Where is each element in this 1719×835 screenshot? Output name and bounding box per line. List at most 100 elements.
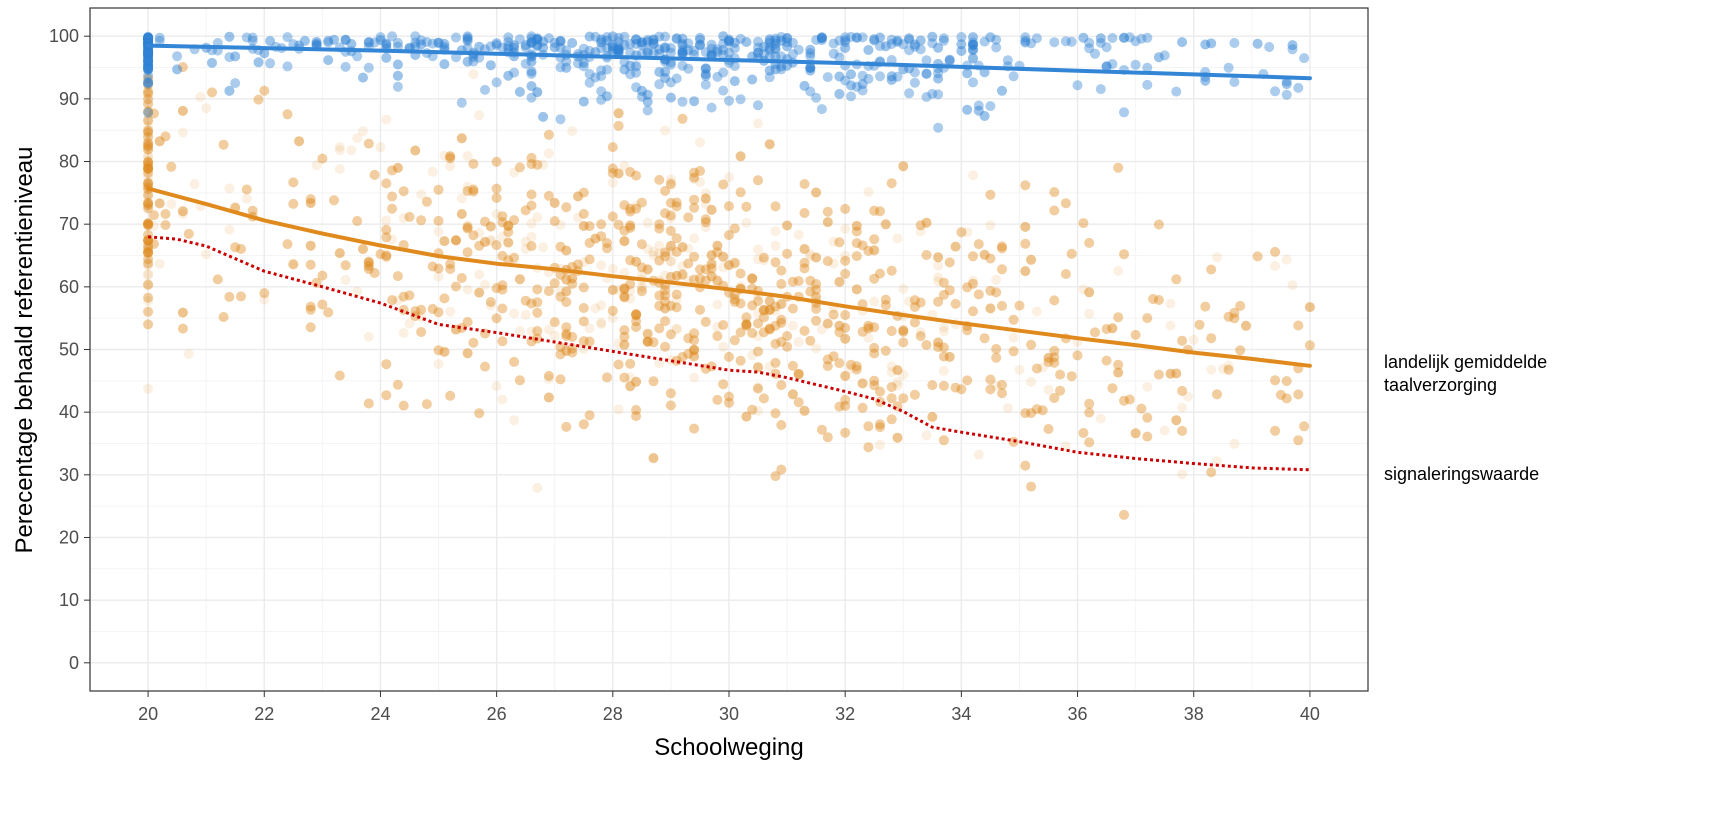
data-point-orange bbox=[509, 252, 520, 263]
data-point-orange bbox=[567, 273, 578, 284]
data-point-orange bbox=[1177, 425, 1188, 436]
data-point-orange bbox=[392, 295, 403, 306]
data-point-orange bbox=[520, 244, 531, 254]
data-point-orange bbox=[665, 213, 676, 224]
data-point-orange bbox=[1020, 180, 1031, 191]
data-point-orange bbox=[520, 309, 531, 320]
data-point-orange bbox=[938, 380, 949, 391]
data-point-orange bbox=[840, 310, 851, 320]
data-point-orange bbox=[753, 318, 763, 329]
data-point-orange bbox=[143, 141, 154, 152]
data-point-orange bbox=[811, 315, 822, 326]
data-point-orange bbox=[834, 358, 845, 369]
data-point-orange bbox=[143, 125, 154, 136]
data-point-orange bbox=[416, 215, 427, 226]
data-point-orange bbox=[636, 239, 647, 250]
data-point-orange bbox=[915, 331, 926, 342]
data-point-orange bbox=[561, 345, 572, 356]
data-point-orange bbox=[880, 219, 891, 230]
data-point-orange bbox=[1281, 376, 1292, 387]
data-point-orange bbox=[665, 388, 676, 399]
data-point-orange bbox=[869, 322, 880, 333]
data-point-orange bbox=[224, 291, 235, 302]
data-point-orange bbox=[230, 242, 241, 253]
data-point-orange bbox=[143, 168, 154, 178]
data-point-orange bbox=[671, 289, 682, 300]
data-point-orange bbox=[724, 391, 734, 402]
data-point-orange bbox=[665, 256, 676, 267]
data-point-orange bbox=[311, 160, 322, 171]
data-point-orange bbox=[358, 244, 368, 254]
data-point-orange bbox=[468, 69, 479, 80]
data-point-orange bbox=[1072, 350, 1083, 361]
data-point-orange bbox=[1101, 355, 1112, 366]
data-point-orange bbox=[706, 259, 717, 270]
data-point-orange bbox=[462, 220, 473, 231]
data-point-orange bbox=[1049, 295, 1060, 306]
data-point-orange bbox=[665, 271, 676, 282]
data-point-orange bbox=[218, 139, 229, 150]
data-point-orange bbox=[921, 340, 932, 350]
data-point-orange bbox=[1090, 327, 1100, 338]
data-point-orange bbox=[143, 246, 154, 257]
data-point-orange bbox=[642, 336, 653, 347]
data-point-orange bbox=[497, 280, 508, 291]
data-point-orange bbox=[1113, 367, 1124, 378]
data-point-orange bbox=[805, 335, 816, 346]
data-point-orange bbox=[143, 157, 154, 168]
data-point-orange bbox=[741, 320, 752, 331]
data-point-orange bbox=[143, 160, 154, 171]
data-point-orange bbox=[822, 206, 833, 217]
data-point-orange bbox=[689, 351, 700, 362]
data-point-orange bbox=[892, 365, 903, 376]
data-point-orange bbox=[456, 209, 467, 219]
data-point-orange bbox=[143, 319, 154, 330]
data-point-orange bbox=[886, 326, 897, 336]
data-point-orange bbox=[1270, 375, 1281, 386]
data-point-orange bbox=[1066, 371, 1077, 382]
data-point-orange bbox=[991, 344, 1002, 354]
data-point-orange bbox=[567, 273, 578, 284]
data-point-orange bbox=[143, 200, 154, 211]
data-point-orange bbox=[683, 333, 694, 344]
data-point-orange bbox=[875, 422, 885, 433]
data-point-orange bbox=[747, 273, 758, 284]
data-point-orange bbox=[1049, 393, 1060, 403]
data-point-orange bbox=[236, 244, 246, 254]
data-point-orange bbox=[148, 238, 159, 249]
data-point-orange bbox=[520, 295, 531, 306]
data-point-orange bbox=[602, 372, 612, 383]
data-point-orange bbox=[381, 224, 392, 235]
data-point-orange bbox=[154, 136, 165, 147]
data-point-orange bbox=[822, 206, 833, 217]
data-point-orange bbox=[596, 231, 607, 242]
data-point-orange bbox=[480, 236, 490, 247]
data-point-orange bbox=[840, 371, 851, 381]
data-point-orange bbox=[578, 221, 589, 231]
data-point-orange bbox=[207, 87, 217, 98]
data-point-orange bbox=[938, 342, 949, 353]
data-point-orange bbox=[799, 405, 810, 416]
data-point-orange bbox=[631, 322, 642, 332]
data-point-orange bbox=[875, 268, 885, 279]
data-point-orange bbox=[1043, 352, 1054, 363]
data-point-orange bbox=[491, 283, 502, 294]
data-point-orange bbox=[805, 335, 816, 346]
data-point-orange bbox=[497, 250, 508, 261]
data-point-orange bbox=[143, 203, 154, 214]
data-point-orange bbox=[927, 380, 938, 391]
data-point-orange bbox=[631, 376, 642, 387]
data-point-orange bbox=[631, 411, 642, 422]
data-point-orange bbox=[462, 317, 473, 327]
data-point-orange bbox=[689, 423, 700, 434]
data-point-orange bbox=[195, 92, 206, 102]
data-point-orange bbox=[660, 296, 671, 307]
data-point-orange bbox=[485, 221, 496, 232]
data-point-orange bbox=[938, 380, 949, 391]
data-point-orange bbox=[532, 284, 543, 295]
data-point-orange bbox=[782, 248, 793, 259]
data-point-orange bbox=[549, 278, 560, 289]
data-point-orange bbox=[497, 336, 508, 347]
data-point-orange bbox=[758, 393, 769, 404]
data-point-orange bbox=[782, 341, 793, 352]
